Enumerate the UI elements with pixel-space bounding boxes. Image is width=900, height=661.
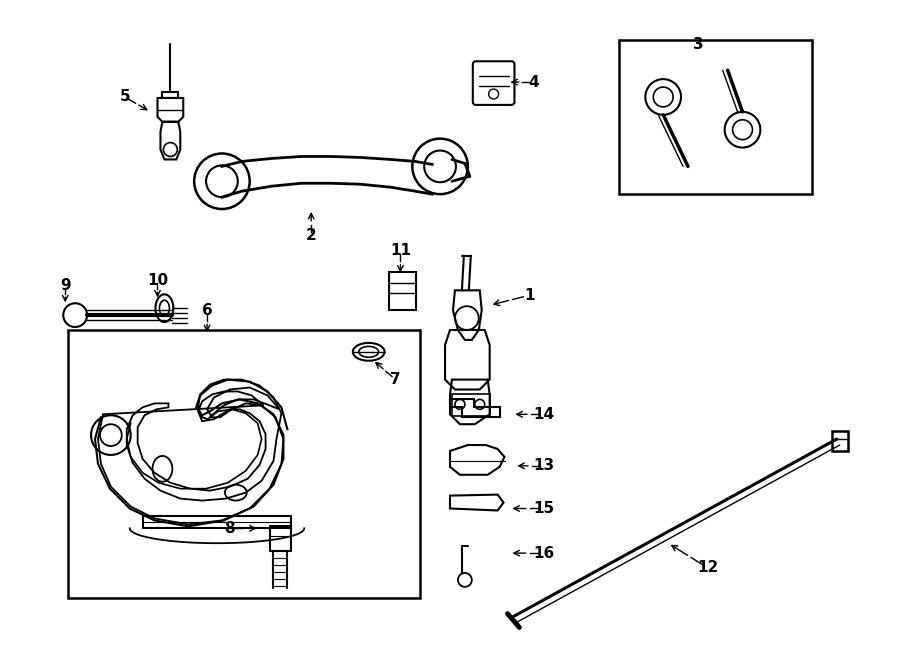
Text: 15: 15 [534, 501, 554, 516]
Text: 12: 12 [698, 561, 718, 576]
Text: 11: 11 [390, 243, 411, 258]
Text: 9: 9 [60, 278, 70, 293]
Text: 1: 1 [524, 288, 535, 303]
Text: 2: 2 [306, 228, 317, 243]
Bar [269, 526, 292, 551]
Text: 3: 3 [693, 37, 703, 52]
Text: 14: 14 [534, 407, 554, 422]
Bar [68, 330, 420, 598]
Bar [452, 395, 490, 416]
Text: 8: 8 [225, 521, 235, 536]
Text: 7: 7 [390, 372, 400, 387]
Bar [389, 272, 417, 310]
Bar [832, 431, 848, 451]
Text: 13: 13 [534, 458, 554, 473]
Text: 4: 4 [528, 75, 538, 90]
Bar [618, 40, 812, 194]
Text: 16: 16 [534, 545, 554, 561]
Text: 6: 6 [202, 303, 212, 318]
Text: 5: 5 [120, 89, 130, 104]
Text: 10: 10 [147, 273, 168, 288]
